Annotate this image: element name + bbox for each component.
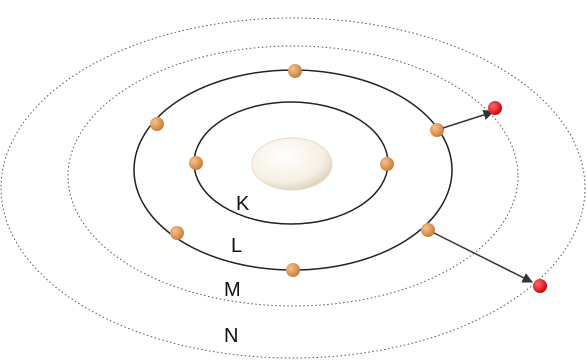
electron-l-lower-left [170, 226, 184, 240]
shell-label-n: N [224, 325, 238, 347]
arrow-lower [433, 232, 533, 283]
electron-l-top [288, 64, 302, 78]
electron-l-bottom [286, 263, 300, 277]
electron-k-left [189, 156, 203, 170]
shell-label-l: L [231, 235, 242, 257]
excited-electron-upper [488, 101, 502, 115]
orbit-m [67, 45, 519, 307]
electron-k-right [380, 157, 394, 171]
shell-label-m: M [224, 279, 241, 301]
shell-label-k: K [236, 193, 250, 215]
orbit-n [0, 17, 586, 359]
electron-l-upper-left [150, 117, 164, 131]
excited-electron-lower [533, 279, 547, 293]
electron-l-lower-right [421, 223, 435, 237]
arrow-upper [442, 109, 495, 129]
electron-l-upper-right [430, 123, 444, 137]
nucleus [251, 137, 333, 191]
